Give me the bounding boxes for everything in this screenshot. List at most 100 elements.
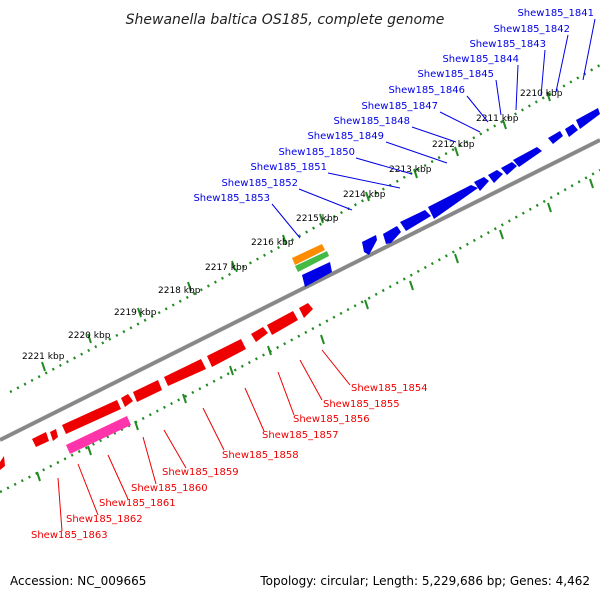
forward-gene-track (302, 108, 600, 287)
gene-arrow[interactable] (400, 210, 431, 231)
forward-gene-label[interactable]: Shew185_1841 (517, 8, 594, 19)
gene-arrow[interactable] (548, 131, 563, 144)
forward-gene-label[interactable]: Shew185_1845 (417, 69, 494, 80)
gene-leader-line (298, 188, 353, 211)
gene-arrow[interactable] (474, 177, 489, 191)
reverse-gene-labels: Shew185_1854 Shew185_1855 Shew185_1856 Shew… (31, 349, 428, 541)
major-tick (87, 445, 92, 456)
reverse-gene-label[interactable]: Shew185_1863 (31, 530, 108, 541)
major-tick (36, 471, 41, 482)
outer-major-ticks (41, 91, 551, 372)
gene-arrow[interactable] (428, 185, 478, 219)
reverse-gene-label[interactable]: Shew185_1860 (131, 483, 208, 494)
gene-arrow[interactable] (565, 124, 578, 137)
forward-gene-label[interactable]: Shew185_1846 (388, 85, 465, 96)
gene-arrow[interactable] (302, 262, 332, 287)
gene-arrow[interactable] (62, 400, 121, 434)
major-tick (547, 202, 552, 213)
forward-gene-label[interactable]: Shew185_1843 (469, 39, 546, 50)
kbp-label: 2220 kbp (68, 331, 111, 341)
inner-major-ticks (36, 178, 594, 482)
gene-arrow[interactable] (207, 339, 246, 367)
major-tick (137, 307, 142, 318)
gene-leader-line (439, 111, 481, 133)
gene-leader-line (355, 157, 413, 175)
kbp-label: 2212 kbp (432, 140, 475, 150)
reverse-gene-label[interactable]: Shew185_1857 (262, 430, 339, 441)
gene-arrow[interactable] (121, 394, 133, 407)
major-tick (229, 365, 234, 376)
gene-leader-line (244, 387, 265, 432)
reverse-gene-label[interactable]: Shew185_1861 (99, 498, 176, 509)
gene-leader-line (411, 126, 457, 143)
genome-backbone (0, 138, 600, 442)
major-tick (134, 420, 139, 431)
major-tick (187, 281, 192, 292)
kbp-label: 2214 kbp (343, 190, 386, 200)
orange-feature[interactable] (292, 244, 325, 265)
major-tick (87, 333, 92, 344)
gene-arrow[interactable] (299, 303, 313, 318)
kbp-label: 2211 kbp (476, 114, 519, 124)
major-tick (182, 393, 187, 404)
major-tick (320, 334, 325, 345)
gene-leader-line (202, 407, 225, 451)
forward-gene-label[interactable]: Shew185_1847 (361, 101, 438, 112)
gene-arrow[interactable] (267, 311, 298, 335)
major-tick (267, 345, 272, 356)
major-tick (282, 234, 287, 245)
forward-gene-label[interactable]: Shew185_1853 (193, 193, 270, 204)
map-title: Shewanella baltica OS185, complete genom… (126, 12, 445, 28)
gene-leader-line (271, 203, 301, 239)
forward-gene-labels: Shew185_1841 Shew185_1842 Shew185_1843 Shew… (193, 8, 596, 239)
forward-gene-label[interactable]: Shew185_1844 (442, 54, 519, 65)
gene-leader-line (299, 359, 323, 401)
gene-arrow[interactable] (32, 432, 49, 447)
gene-leader-line (77, 463, 99, 516)
forward-gene-label[interactable]: Shew185_1852 (221, 178, 298, 189)
major-tick (454, 253, 459, 264)
gene-leader-line (385, 141, 448, 164)
major-tick (41, 361, 46, 372)
forward-gene-label[interactable]: Shew185_1851 (250, 162, 327, 173)
major-tick (409, 280, 414, 291)
reverse-gene-label[interactable]: Shew185_1859 (162, 467, 239, 478)
gene-arrow[interactable] (488, 170, 503, 183)
reverse-gene-label[interactable]: Shew185_1858 (222, 450, 299, 461)
reverse-gene-track (0, 303, 313, 470)
gene-leader-line (540, 49, 546, 97)
reverse-gene-label[interactable]: Shew185_1854 (351, 383, 428, 394)
gene-leader-line (163, 429, 187, 469)
gene-arrow[interactable] (251, 327, 268, 342)
forward-gene-label[interactable]: Shew185_1848 (333, 116, 410, 127)
reverse-gene-label[interactable]: Shew185_1855 (323, 399, 400, 410)
green-feature[interactable] (295, 251, 329, 272)
gene-arrow[interactable] (383, 226, 401, 244)
forward-gene-label[interactable]: Shew185_1850 (278, 147, 355, 158)
gene-arrow[interactable] (501, 162, 517, 175)
kbp-label: 2221 kbp (22, 352, 65, 362)
pink-feature[interactable] (66, 416, 131, 454)
reverse-gene-label[interactable]: Shew185_1856 (293, 414, 370, 425)
major-tick (365, 191, 370, 202)
gene-leader-line (466, 95, 489, 123)
gene-arrow[interactable] (133, 380, 162, 402)
gene-arrow[interactable] (0, 456, 5, 470)
gene-leader-line (515, 64, 519, 111)
gene-arrow[interactable] (50, 429, 58, 441)
reverse-gene-label[interactable]: Shew185_1862 (66, 514, 143, 525)
gene-leader-line (495, 79, 502, 116)
gene-arrow[interactable] (164, 359, 206, 386)
forward-gene-label[interactable]: Shew185_1842 (493, 24, 570, 35)
colored-features (66, 244, 329, 454)
gene-leader-line (321, 349, 351, 386)
kbp-label: 2217 kbp (205, 263, 248, 273)
gene-arrow[interactable] (576, 108, 600, 129)
genome-summary-text: Topology: circular; Length: 5,229,686 bp… (259, 574, 590, 588)
major-tick (364, 299, 369, 310)
forward-gene-label[interactable]: Shew185_1849 (307, 131, 384, 142)
gene-arrow[interactable] (362, 235, 377, 255)
gene-arrow[interactable] (513, 147, 542, 167)
